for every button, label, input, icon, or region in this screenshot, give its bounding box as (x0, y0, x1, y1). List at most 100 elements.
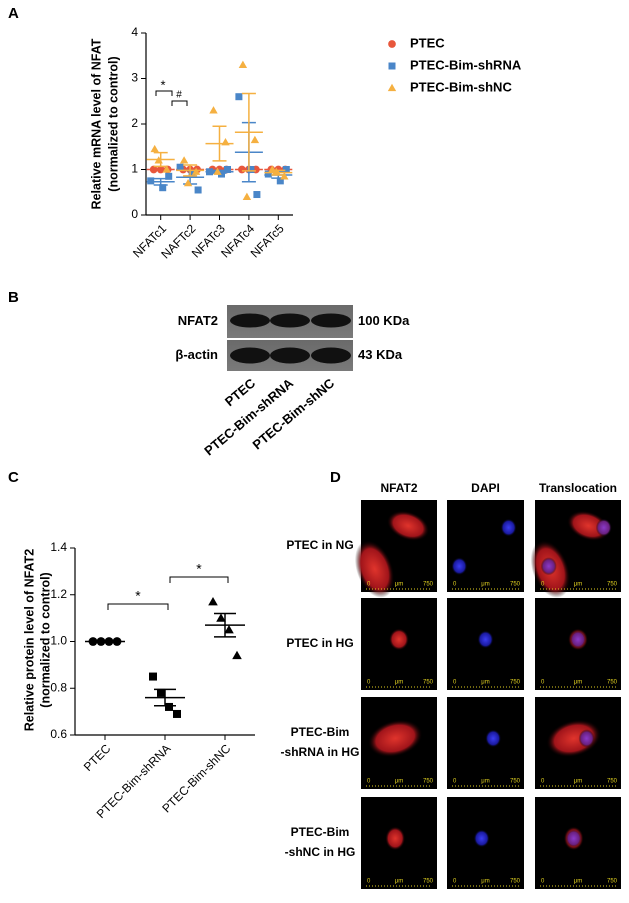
scale-label: μm (395, 879, 403, 885)
annotation: # (176, 90, 182, 101)
legend-label: PTEC-Bim-shNC (410, 79, 512, 94)
y-tick-label: 4 (131, 25, 138, 39)
data-point (224, 166, 231, 173)
blot-band (230, 313, 270, 328)
x-tick-label: NFATc5 (248, 221, 287, 260)
scale-label: 0 (453, 680, 457, 686)
scale-label: 750 (607, 779, 618, 785)
scale-label: μm (481, 879, 489, 885)
y-tick-label: 0.6 (50, 727, 67, 741)
row-label: PTEC-Bim (291, 725, 350, 739)
column-header: DAPI (471, 481, 500, 495)
scale-label: 0 (367, 879, 371, 885)
y-tick-label: 1.2 (50, 587, 67, 601)
data-point (232, 650, 242, 660)
nucleus-stain (500, 518, 517, 537)
data-point (280, 172, 289, 180)
data-point (264, 170, 272, 178)
scale-label: 0 (541, 779, 545, 785)
data-point (157, 688, 165, 697)
imaging-panel: NFAT2 DAPI Translocation PTEC in NG 0 μm 750 0 μ… (281, 481, 621, 889)
bracket (155, 90, 173, 96)
nucleus-stain (485, 729, 502, 748)
data-point (242, 192, 252, 200)
data-point (276, 177, 284, 185)
y-tick-label: 0 (131, 207, 138, 221)
data-point (247, 166, 255, 173)
x-tick-label: PTEC (81, 741, 114, 774)
nucleus-stain (570, 630, 586, 649)
y-tick-label: 1 (131, 162, 138, 176)
bracket (107, 603, 169, 610)
scale-label: 0 (541, 680, 545, 686)
cell-stain (367, 719, 423, 758)
panel-label: A (8, 5, 19, 22)
y-tick-label: 3 (131, 71, 138, 85)
data-point (194, 186, 202, 194)
data-point (183, 178, 193, 187)
y-axis-label: (normalized to control) (106, 56, 120, 191)
row-label: PTEC in NG (286, 538, 353, 552)
scale-label: μm (481, 582, 489, 588)
nucleus-stain (578, 729, 595, 748)
blot-label: NFAT2 (178, 313, 218, 328)
scale-label: 750 (607, 879, 618, 885)
y-tick-label: 1.0 (50, 634, 67, 648)
blot-band (270, 347, 310, 364)
scale-label: 750 (607, 582, 618, 588)
panel-label: B (8, 289, 19, 306)
data-point (188, 170, 196, 178)
legend-label: PTEC (410, 35, 445, 50)
data-point (224, 625, 234, 634)
cell-stain (386, 510, 430, 541)
blot-band (311, 347, 351, 364)
data-point (165, 702, 173, 711)
data-point (162, 165, 171, 173)
blot-band (311, 313, 351, 328)
row-label: -shNC in HG (285, 845, 356, 859)
panel-label: C (8, 469, 19, 486)
data-point (159, 184, 167, 192)
row-label: -shRNA in HG (281, 745, 360, 759)
row-label: PTEC in HG (286, 636, 353, 650)
cell-stain (354, 540, 395, 598)
panel-label: D (330, 469, 341, 486)
bracket (169, 576, 229, 583)
scale-label: 0 (541, 879, 545, 885)
blot-band (230, 347, 270, 364)
error-bar (212, 125, 227, 162)
plot: 0 1 2 3 4 Relative mRNA level of NFAT (normali… (89, 25, 522, 261)
plot: 0.6 0.8 1.0 1.2 1.4 Relative protein level of… (22, 540, 255, 821)
data-point (173, 709, 181, 718)
error-bar (153, 151, 168, 168)
data-point (149, 672, 157, 681)
error-bar (241, 92, 256, 172)
micrograph (447, 500, 524, 592)
cell-stain (546, 719, 602, 758)
error-bar (214, 612, 236, 638)
error-bar (153, 177, 168, 186)
data-point (176, 163, 184, 171)
data-point (238, 60, 248, 68)
nucleus-stain (565, 829, 582, 848)
data-point (216, 613, 226, 622)
scale-label: μm (481, 779, 489, 785)
data-point (250, 135, 260, 144)
nucleus-stain (595, 518, 612, 537)
scale-label: μm (574, 582, 582, 588)
data-point (388, 40, 396, 48)
scale-label: 750 (423, 680, 434, 686)
scale-label: μm (395, 582, 403, 588)
y-tick-label: 1.4 (50, 540, 67, 554)
column-header: Translocation (539, 481, 617, 495)
cell-stain (389, 628, 409, 651)
scale-label: 750 (510, 582, 521, 588)
legend-label: PTEC-Bim-shRNA (410, 57, 522, 72)
error-bar (183, 164, 198, 177)
scale-label: 0 (367, 582, 371, 588)
data-point (213, 167, 222, 175)
micrograph (447, 697, 524, 789)
scale-label: μm (574, 680, 582, 686)
scale-label: μm (574, 779, 582, 785)
scale-label: 750 (423, 779, 434, 785)
